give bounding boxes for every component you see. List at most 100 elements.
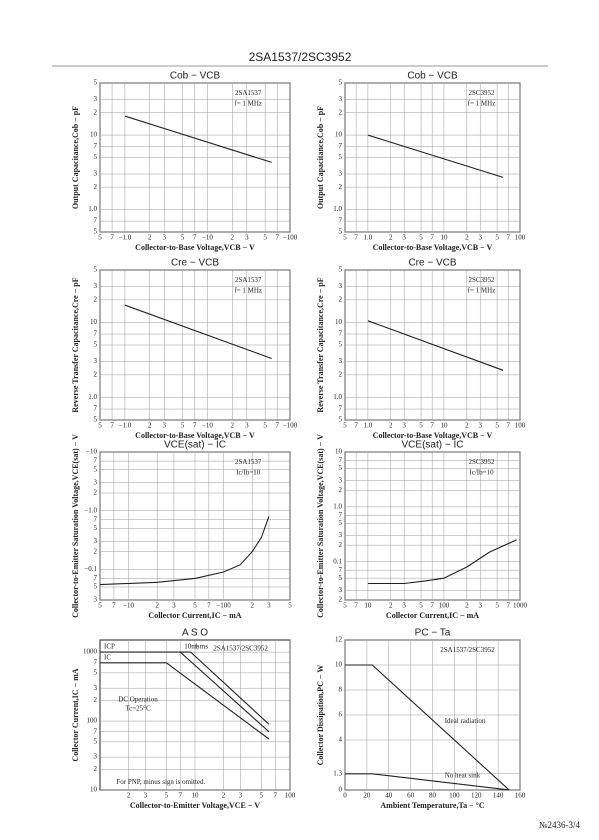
series-label: Ideal radiation	[445, 717, 486, 725]
chart-title: Cre − VCB	[171, 258, 219, 269]
y-tick-label: 3	[94, 282, 98, 290]
y-tick-label: 1.3	[333, 769, 342, 777]
series-line	[367, 539, 517, 585]
y-tick-label: 5	[94, 583, 98, 591]
x-tick-label: 7	[193, 422, 197, 430]
x-tick-label: 7	[110, 234, 114, 242]
x-tick-label: 7	[275, 234, 279, 242]
x-tick-label: 5	[98, 602, 102, 610]
x-tick-label: 40	[385, 792, 393, 800]
series-line	[124, 115, 272, 163]
x-tick-label: 3	[239, 792, 243, 800]
x-tick-label: 2	[465, 422, 469, 430]
x-tick-label: 20	[363, 792, 371, 800]
x-axis-label: Collector-to-Base Voltage,VCB − V	[373, 431, 493, 440]
y-tick-label: 12	[335, 636, 343, 644]
y-tick-label: 7	[94, 515, 98, 523]
annotation: Tc=25°C	[125, 705, 151, 713]
x-tick-label: 1.0	[364, 234, 373, 242]
y-tick-label: 3	[339, 357, 343, 365]
x-tick-label: 7	[207, 602, 211, 610]
x-tick-label: 3	[163, 422, 167, 430]
y-tick-label: 6	[339, 711, 343, 719]
chart: 2 3 5 7 10 2 3 5 7 100 10 2 3 5 7 100 2 3 5 7 1000 A S O Colle…	[71, 628, 296, 810]
chart: 5 7 −10 2 3 5 7 −100 2 3 5357−0.12357−1.02357−10VC…	[71, 434, 292, 620]
x-tick-label: 5	[343, 602, 347, 610]
series-line	[166, 662, 270, 740]
y-tick-label: 2	[94, 547, 98, 555]
x-tick-label: 7	[430, 234, 434, 242]
annotation: 2SA1537/2SC3952	[213, 645, 268, 653]
annotation: 2SC3952	[468, 276, 495, 284]
series-label: ICP	[104, 643, 115, 651]
y-tick-label: 7	[339, 330, 343, 338]
y-tick-label: 1000	[83, 648, 98, 656]
x-tick-label: 5	[98, 234, 102, 242]
x-tick-label: 2	[250, 602, 254, 610]
series-line	[345, 773, 510, 791]
y-tick-label: 3	[94, 684, 98, 692]
x-tick-label: 5	[263, 422, 267, 430]
y-tick-label: 5	[94, 228, 98, 236]
x-tick-label: 7	[110, 422, 114, 430]
y-tick-label: 7	[339, 142, 343, 150]
x-tick-label: 2	[231, 234, 235, 242]
x-axis-label: Collector Current,IC − mA	[386, 611, 479, 620]
series-line	[367, 134, 504, 178]
y-tick-label: −0.1	[84, 565, 97, 573]
y-tick-label: 2	[339, 108, 343, 116]
y-tick-label: 2	[339, 541, 343, 549]
x-axis-label: Collector Current,IC − mA	[148, 611, 241, 620]
x-tick-label: 5	[495, 602, 499, 610]
y-tick-label: 2	[339, 183, 343, 191]
y-tick-label: 0	[339, 786, 343, 794]
y-tick-label: 5	[94, 737, 98, 745]
x-tick-label: −100	[283, 422, 298, 430]
x-tick-label: 7	[354, 234, 358, 242]
y-tick-label: 10	[335, 661, 343, 669]
y-tick-label: 3	[339, 95, 343, 103]
series-line	[179, 651, 270, 733]
x-tick-label: 2	[222, 792, 226, 800]
y-tick-label: 2	[94, 370, 98, 378]
x-tick-label: 5	[419, 422, 423, 430]
annotation: Ic/Ib=10	[469, 468, 494, 476]
x-tick-label: −10	[202, 422, 213, 430]
x-tick-label: 3	[163, 234, 167, 242]
x-axis-label: Collector-to-Emitter Voltage,VCE − V	[130, 801, 260, 810]
y-axis-label: Output Capacitance,Cob − pF	[71, 106, 80, 209]
x-tick-label: 10	[364, 602, 372, 610]
y-tick-label: 5	[94, 153, 98, 161]
chart: 0 20 40 60 80 100 120 140 160 0 1.3 4 6 8 10 12 PC − Ta A…	[316, 628, 526, 810]
annotation: 2SA1537	[235, 276, 262, 284]
y-tick-label: 1.0	[333, 393, 342, 401]
x-tick-label: 5	[181, 422, 185, 430]
y-tick-label: 7	[94, 217, 98, 225]
y-tick-label: 8	[339, 686, 343, 694]
y-tick-label: 5	[339, 574, 343, 582]
y-tick-label: 3	[94, 478, 98, 486]
x-tick-label: 100	[439, 602, 450, 610]
y-tick-label: 5	[339, 519, 343, 527]
x-tick-label: 2	[127, 792, 131, 800]
x-tick-label: 3	[144, 792, 148, 800]
x-tick-label: 2	[465, 602, 469, 610]
y-tick-label: 2	[94, 295, 98, 303]
y-tick-label: 7	[339, 405, 343, 413]
y-tick-label: 100	[87, 717, 98, 725]
y-tick-label: 1.0	[88, 393, 97, 401]
chart-title: Cob − VCB	[170, 71, 221, 82]
x-tick-label: 5	[288, 602, 292, 610]
y-tick-label: 5	[339, 153, 343, 161]
y-tick-label: 3	[94, 537, 98, 545]
y-tick-label: 7	[94, 658, 98, 666]
y-tick-label: −1.0	[84, 506, 97, 514]
y-tick-label: 10	[335, 448, 343, 456]
y-tick-label: 7	[94, 330, 98, 338]
annotation: f= 1 MHz	[468, 99, 496, 107]
y-tick-label: 2	[339, 370, 343, 378]
x-tick-label: 3	[478, 602, 482, 610]
x-tick-label: −10	[202, 234, 213, 242]
